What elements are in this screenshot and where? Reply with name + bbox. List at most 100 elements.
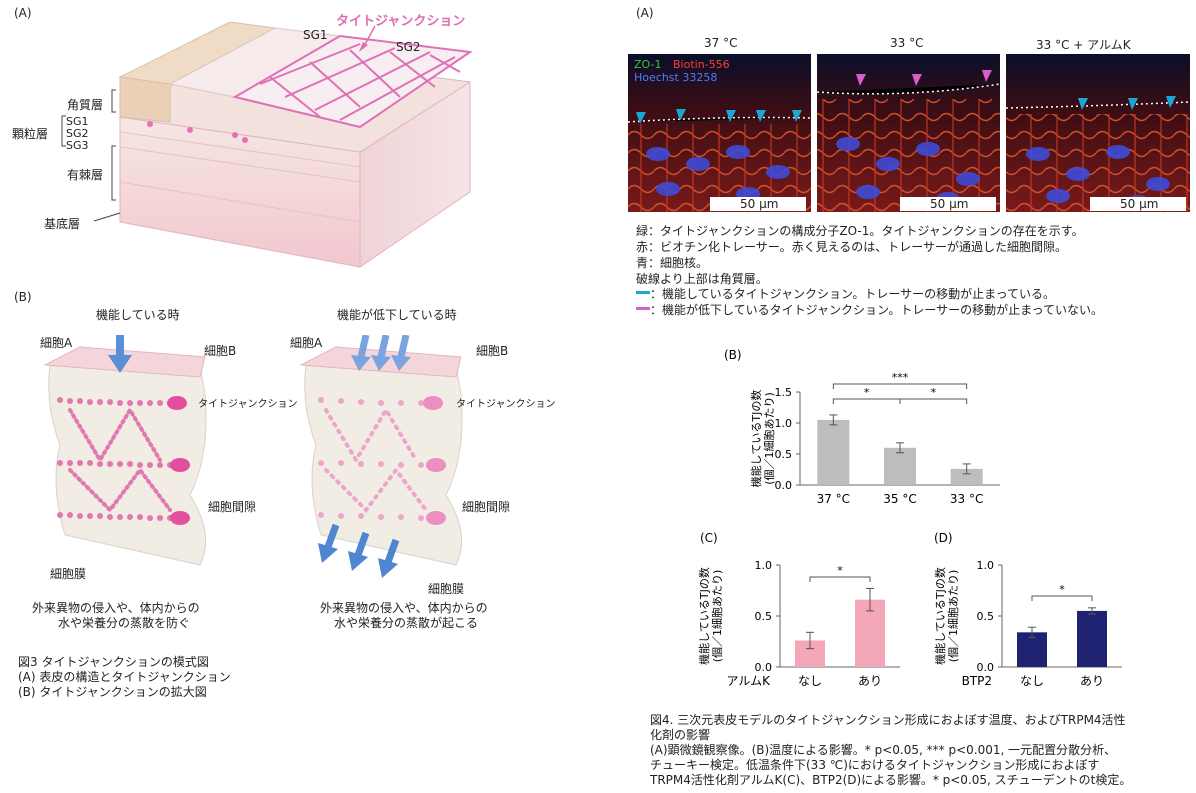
fig3-panel-a-label: (A)	[14, 6, 32, 20]
desc-off-line2: 水や栄養分の蒸散が起こる	[334, 616, 479, 630]
chart-category-label: あり	[1080, 674, 1104, 688]
chart-y-axis-label: 機能しているTJの数	[697, 567, 711, 665]
scale-bar-label-2: 50 μm	[930, 197, 969, 211]
fig4-caption-line3: (A)顕微鏡観察像。(B)温度による影響。* p<0.05, *** p<0.0…	[650, 743, 1117, 757]
micro-title-33: 33 °C	[890, 36, 924, 50]
chart-y-tick-label: 1.5	[775, 386, 793, 399]
chart-y-tick-label: 1.0	[775, 417, 793, 430]
membrane-label-on: 細胞膜	[50, 567, 87, 581]
desc-off-line1: 外来異物の侵入や、体内からの	[320, 601, 488, 615]
chart-category-label: 37 °C	[817, 492, 850, 506]
sg1-label: SG1	[303, 28, 328, 42]
legend-line-green: 緑：タイトジャンクションの構成分子ZO-1。タイトジャンクションの存在を示す。	[636, 224, 1084, 238]
chart-significance-bracket	[832, 383, 968, 389]
chart-y-tick-label: 1.0	[755, 559, 773, 572]
chart-category-label: なし	[798, 674, 822, 688]
stain-zo1-label: ZO-1	[634, 58, 662, 71]
cell-b-label-on: 細胞B	[204, 344, 237, 358]
sg3-sub-label: SG3	[66, 139, 89, 152]
layer-yuutoku-label: 有棘層	[67, 168, 104, 182]
chart-panel-label: (D)	[934, 531, 953, 545]
legend-magenta-arrow-icon	[636, 307, 650, 310]
chart-y-axis-label: (個／1細胞あたり)	[947, 570, 960, 663]
scale-bar-label-3: 50 μm	[1120, 197, 1159, 211]
chart-group-label: アルムK	[726, 674, 771, 688]
sg2-label: SG2	[396, 40, 421, 54]
fig3-panel-b-label: (B)	[14, 290, 32, 304]
chart-y-tick-label: 0.0	[775, 479, 793, 492]
legend-line-dashed: 破線より上部は角質層。	[636, 272, 768, 286]
tj-diagram-impaired	[299, 335, 463, 578]
fig3-caption-line2: (A) 表皮の構造とタイトジャンクション	[18, 670, 231, 684]
layer-kakushitsu-label: 角質層	[67, 98, 104, 112]
fig4-caption-line2: 化剤の影響	[650, 728, 711, 742]
chart-significance-label: ***	[892, 371, 909, 384]
function-on-title: 機能している時	[96, 308, 180, 322]
sg2-sub-label: SG2	[66, 127, 89, 140]
chart-significance-bracket	[899, 398, 968, 404]
sg1-sub-label: SG1	[66, 115, 89, 128]
desc-on-line1: 外来異物の侵入や、体内からの	[32, 601, 200, 615]
stain-biotin-label: Biotin-556	[673, 58, 730, 71]
fig4-caption-line4: チューキー検定。低温条件下(33 ℃)におけるタイトジャンクション形成におよぼす	[650, 758, 1100, 772]
legend-line-blue: 青：細胞核。	[636, 256, 709, 270]
legend-cyan-arrow-icon	[636, 291, 650, 294]
tj-small-label-off: タイトジャンクション	[456, 399, 556, 410]
membrane-label-off: 細胞膜	[428, 582, 465, 596]
desc-on-line2: 水や栄養分の蒸散を防ぐ	[58, 616, 191, 630]
tj-title-label: タイトジャンクション	[336, 14, 466, 29]
chart-y-tick-label: 0.0	[755, 661, 773, 674]
cell-a-label-on: 細胞A	[40, 336, 73, 350]
epidermis-illustration	[118, 22, 473, 268]
layer-kitei-label: 基底層	[44, 217, 81, 231]
micrograph-row	[628, 54, 1190, 212]
fig4-caption-line1: 図4. 三次元表皮モデルのタイトジャンクション形成におよぼす温度、およびTRPM…	[650, 713, 1126, 727]
chart-significance-label: *	[864, 386, 870, 399]
tj-diagram-functioning	[43, 335, 207, 566]
chart-group-label: BTP2	[962, 674, 992, 688]
chart-category-label: なし	[1020, 674, 1044, 688]
cell-a-label-off: 細胞A	[290, 336, 323, 350]
chart-bar	[1077, 610, 1107, 667]
chart-category-label: あり	[858, 674, 882, 688]
chart-y-axis-label: (個／1細胞あたり)	[711, 570, 724, 663]
chart-panel-label: (B)	[724, 348, 742, 362]
stain-hoechst-label: Hoechst 33258	[634, 71, 718, 84]
chart-y-tick-label: 0.0	[977, 661, 995, 674]
layer-kaken-label: 顆粒層	[12, 127, 49, 141]
chart-y-tick-label: 0.5	[977, 610, 995, 623]
function-off-title: 機能が低下している時	[337, 308, 457, 322]
chart-y-tick-label: 1.0	[977, 559, 995, 572]
chart-bar	[884, 447, 916, 485]
micro-title-37: 37 °C	[704, 36, 738, 50]
chart-y-axis-label: (個／1細胞あたり)	[763, 392, 776, 485]
chart-bar	[817, 419, 850, 485]
chart-bar	[1017, 632, 1047, 667]
tj-small-label-on: タイトジャンクション	[198, 399, 298, 410]
chart-significance-label: *	[1059, 583, 1065, 596]
fig4-panel-a-label: (A)	[636, 6, 654, 20]
chart-significance-label: *	[837, 564, 843, 577]
chart-significance-bracket	[1031, 595, 1093, 601]
scale-bar-label-1: 50 μm	[740, 197, 779, 211]
chart-b-temperature: (B) 機能しているTJの数 (個／1細胞あたり)0.0 0.5 1.0 1.5 37 °C…	[724, 348, 1000, 506]
micro-title-33-almk: 33 °C + アルムK	[1036, 38, 1131, 52]
fig4-caption-line5: TRPM4活性化剤アルムK(C)、BTP2(D)による影響。* p<0.05, …	[650, 773, 1132, 787]
cell-b-label-off: 細胞B	[476, 344, 509, 358]
legend-line-magenta: ：機能が低下しているタイトジャンクション。トレーサーの移動が止まっていない。	[650, 303, 1104, 317]
chart-panel-label: (C)	[700, 531, 718, 545]
chart-y-axis-label: 機能しているTJの数	[933, 567, 947, 665]
legend-line-red: 赤：ビオチン化トレーサー。赤く見えるのは、トレーサーが通過した細胞間隙。	[636, 240, 1068, 254]
chart-y-tick-label: 0.5	[755, 610, 773, 623]
intercellular-label-on: 細胞間隙	[208, 500, 257, 514]
chart-bar	[950, 468, 983, 485]
fig3-caption-line1: 図3 タイトジャンクションの模式図	[18, 655, 209, 669]
fig3-caption-line3: (B) タイトジャンクションの拡大図	[18, 685, 207, 699]
chart-category-label: 35 °C	[883, 492, 916, 506]
intercellular-label-off: 細胞間隙	[462, 500, 511, 514]
chart-significance-bracket	[809, 576, 871, 582]
chart-d-btp2: (D) 機能しているTJの数 (個／1細胞あたり) 0.0 0.5 1.0 なし あり BTP2…	[933, 531, 1122, 688]
chart-category-label: 33 °C	[950, 492, 983, 506]
chart-significance-label: *	[931, 386, 937, 399]
chart-y-axis-label: 機能しているTJの数	[749, 390, 763, 488]
